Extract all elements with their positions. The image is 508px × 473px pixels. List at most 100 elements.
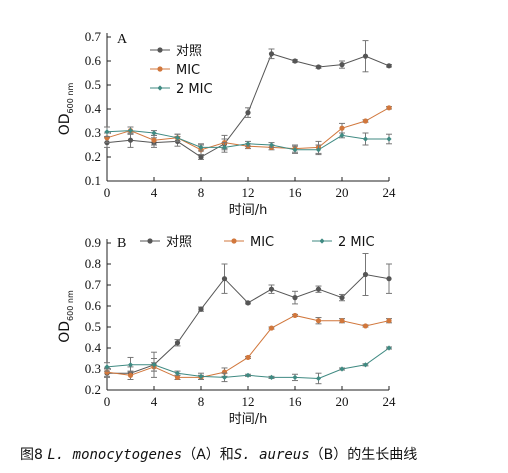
data-point [362,53,369,59]
series-1 [104,312,392,380]
data-point [362,323,369,329]
data-point [315,286,322,292]
data-point [174,135,181,141]
legend: 对照 MIC 2 MIC [140,235,375,250]
series-2 [104,345,392,385]
panel-label: B [117,236,126,251]
data-point [198,144,204,150]
data-point [315,64,322,70]
data-point [362,136,369,142]
data-point [315,147,322,153]
data-point [268,51,275,57]
data-point [174,370,181,376]
data-point [198,154,204,160]
x-tick-label: 4 [151,394,158,409]
legend-marker [319,238,325,244]
caption-species-1: L. monocytogenes [47,447,183,463]
legend-label: 2 MIC [338,235,375,250]
legend-marker [157,47,163,53]
data-point [315,375,322,382]
series-0 [104,253,392,380]
y-tick-label: 0.8 [85,256,101,271]
legend-marker [157,85,163,91]
data-point [362,118,369,124]
x-tick-label: 0 [104,394,111,409]
data-point [221,276,228,282]
legend: 对照 MIC 2 MIC [150,44,213,97]
chart-panel-b: 0.2 0.3 0.4 0.5 0.6 0.7 0.8 0.9 0 4 8 12 16 20 24 时间/h O… [57,235,396,427]
data-point [221,144,228,150]
x-tick-label: 24 [383,394,397,409]
data-point [339,366,345,372]
legend-item: 2 MIC [150,82,213,97]
data-point [151,137,157,143]
data-point [127,362,134,368]
data-point [268,325,275,331]
data-point [339,125,345,131]
x-tick-label: 16 [289,394,303,409]
y-tick-label: 0.2 [85,149,101,164]
data-point [292,374,298,380]
y-tick-label: 0.3 [85,361,101,376]
data-point [386,136,392,142]
data-point [245,372,251,378]
y-axis-label-main: OD [57,113,73,135]
caption-prefix: 图8 [20,447,48,463]
legend-item: MIC [150,63,200,78]
series-2 [104,126,392,156]
y-tick-label: 0.5 [85,77,101,92]
data-point [127,128,134,134]
data-point [245,110,251,116]
chart-panel-a: 0.1 0.2 0.3 0.4 0.5 0.6 0.7 0 4 8 12 16 20 24 时间/h OD60… [57,29,396,218]
data-point [245,354,251,361]
data-point [198,373,204,379]
caption-mid-2: （B）的生长曲线 [309,447,418,463]
x-tick-label: 16 [289,185,303,200]
data-point [362,362,369,368]
data-point [386,105,392,111]
y-tick-label: 0.3 [85,125,101,140]
data-point [151,130,157,136]
growth-curve-figure: 0.10.20.30.40.50.60.70 4 8 12 16 20 24时间/hOD60… [57,29,396,427]
data-point [386,276,392,282]
y-tick-label: 0.7 [85,277,102,292]
data-point [268,286,275,292]
legend-marker [147,238,153,244]
data-point [221,374,228,380]
x-tick-label: 12 [242,394,255,409]
y-tick-label: 0.7 [85,29,102,44]
data-point [104,364,110,370]
legend-label: MIC [176,63,200,78]
data-point [268,374,275,380]
y-tick-label: 0.6 [85,53,102,68]
data-point [339,62,345,68]
x-tick-label: 8 [198,185,205,200]
data-point [339,295,345,301]
x-tick-label: 12 [242,185,255,200]
x-tick-label: 20 [336,394,349,409]
legend-label: 2 MIC [176,82,213,97]
caption-mid-1: （A）和 [182,447,234,463]
y-axis-label: OD600 nm [57,290,75,343]
data-point [245,141,251,147]
y-tick-label: 0.2 [85,382,101,397]
y-axis-label-main: OD [57,321,73,343]
legend-label: MIC [250,235,274,250]
data-point [339,318,345,324]
legend-item: 对照 [140,235,192,250]
y-tick-label: 0.1 [85,173,101,188]
x-axis-label: 时间/h [229,412,268,427]
x-axis-label: 时间/h [229,203,268,218]
x-tick-label: 20 [336,185,349,200]
caption-species-2: S. aureus [233,447,310,463]
data-point [292,58,298,64]
legend-marker [231,238,237,244]
x-tick-label: 4 [151,185,158,200]
data-point [362,271,369,278]
data-point [386,63,392,69]
data-point [386,345,392,351]
data-point [245,300,251,306]
y-axis-label: OD600 nm [57,83,75,136]
data-point [315,318,322,324]
legend-item: 2 MIC [312,235,375,250]
